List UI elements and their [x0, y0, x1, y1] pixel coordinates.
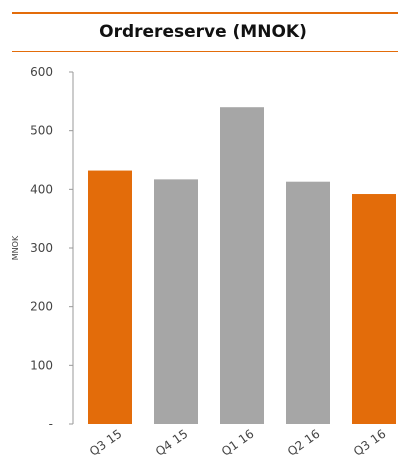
y-tick-label: 500 — [30, 124, 53, 138]
x-tick-label: Q2 16 — [285, 427, 323, 459]
x-tick-label: Q4 15 — [153, 427, 191, 459]
bar-q3-16 — [352, 194, 396, 424]
y-tick-label: 600 — [30, 65, 53, 79]
bar-q3-15 — [88, 170, 132, 424]
y-tick-label: - — [49, 417, 53, 431]
bar-q1-16 — [220, 107, 264, 424]
y-tick-label: 300 — [30, 241, 53, 255]
bars — [88, 107, 396, 424]
y-tick-label: 100 — [30, 358, 53, 372]
title-top-rule — [12, 12, 398, 14]
bar-q2-16 — [286, 181, 330, 424]
y-axis-label: MNOK — [11, 235, 20, 260]
y-tick-label: 200 — [30, 300, 53, 314]
x-tick-label: Q1 16 — [219, 427, 257, 459]
chart-title: Ordrereserve (MNOK) — [99, 22, 307, 42]
y-tick-label: 400 — [30, 182, 53, 196]
x-tick-label: Q3 16 — [351, 427, 389, 459]
y-axis: - 100 200 300 400 500 600 — [30, 65, 74, 431]
x-tick-label: Q3 15 — [87, 427, 125, 459]
bar-q4-15 — [154, 179, 198, 424]
title-bottom-rule — [12, 51, 398, 52]
x-axis-labels: Q3 15 Q4 15 Q1 16 Q2 16 Q3 16 — [87, 427, 389, 459]
